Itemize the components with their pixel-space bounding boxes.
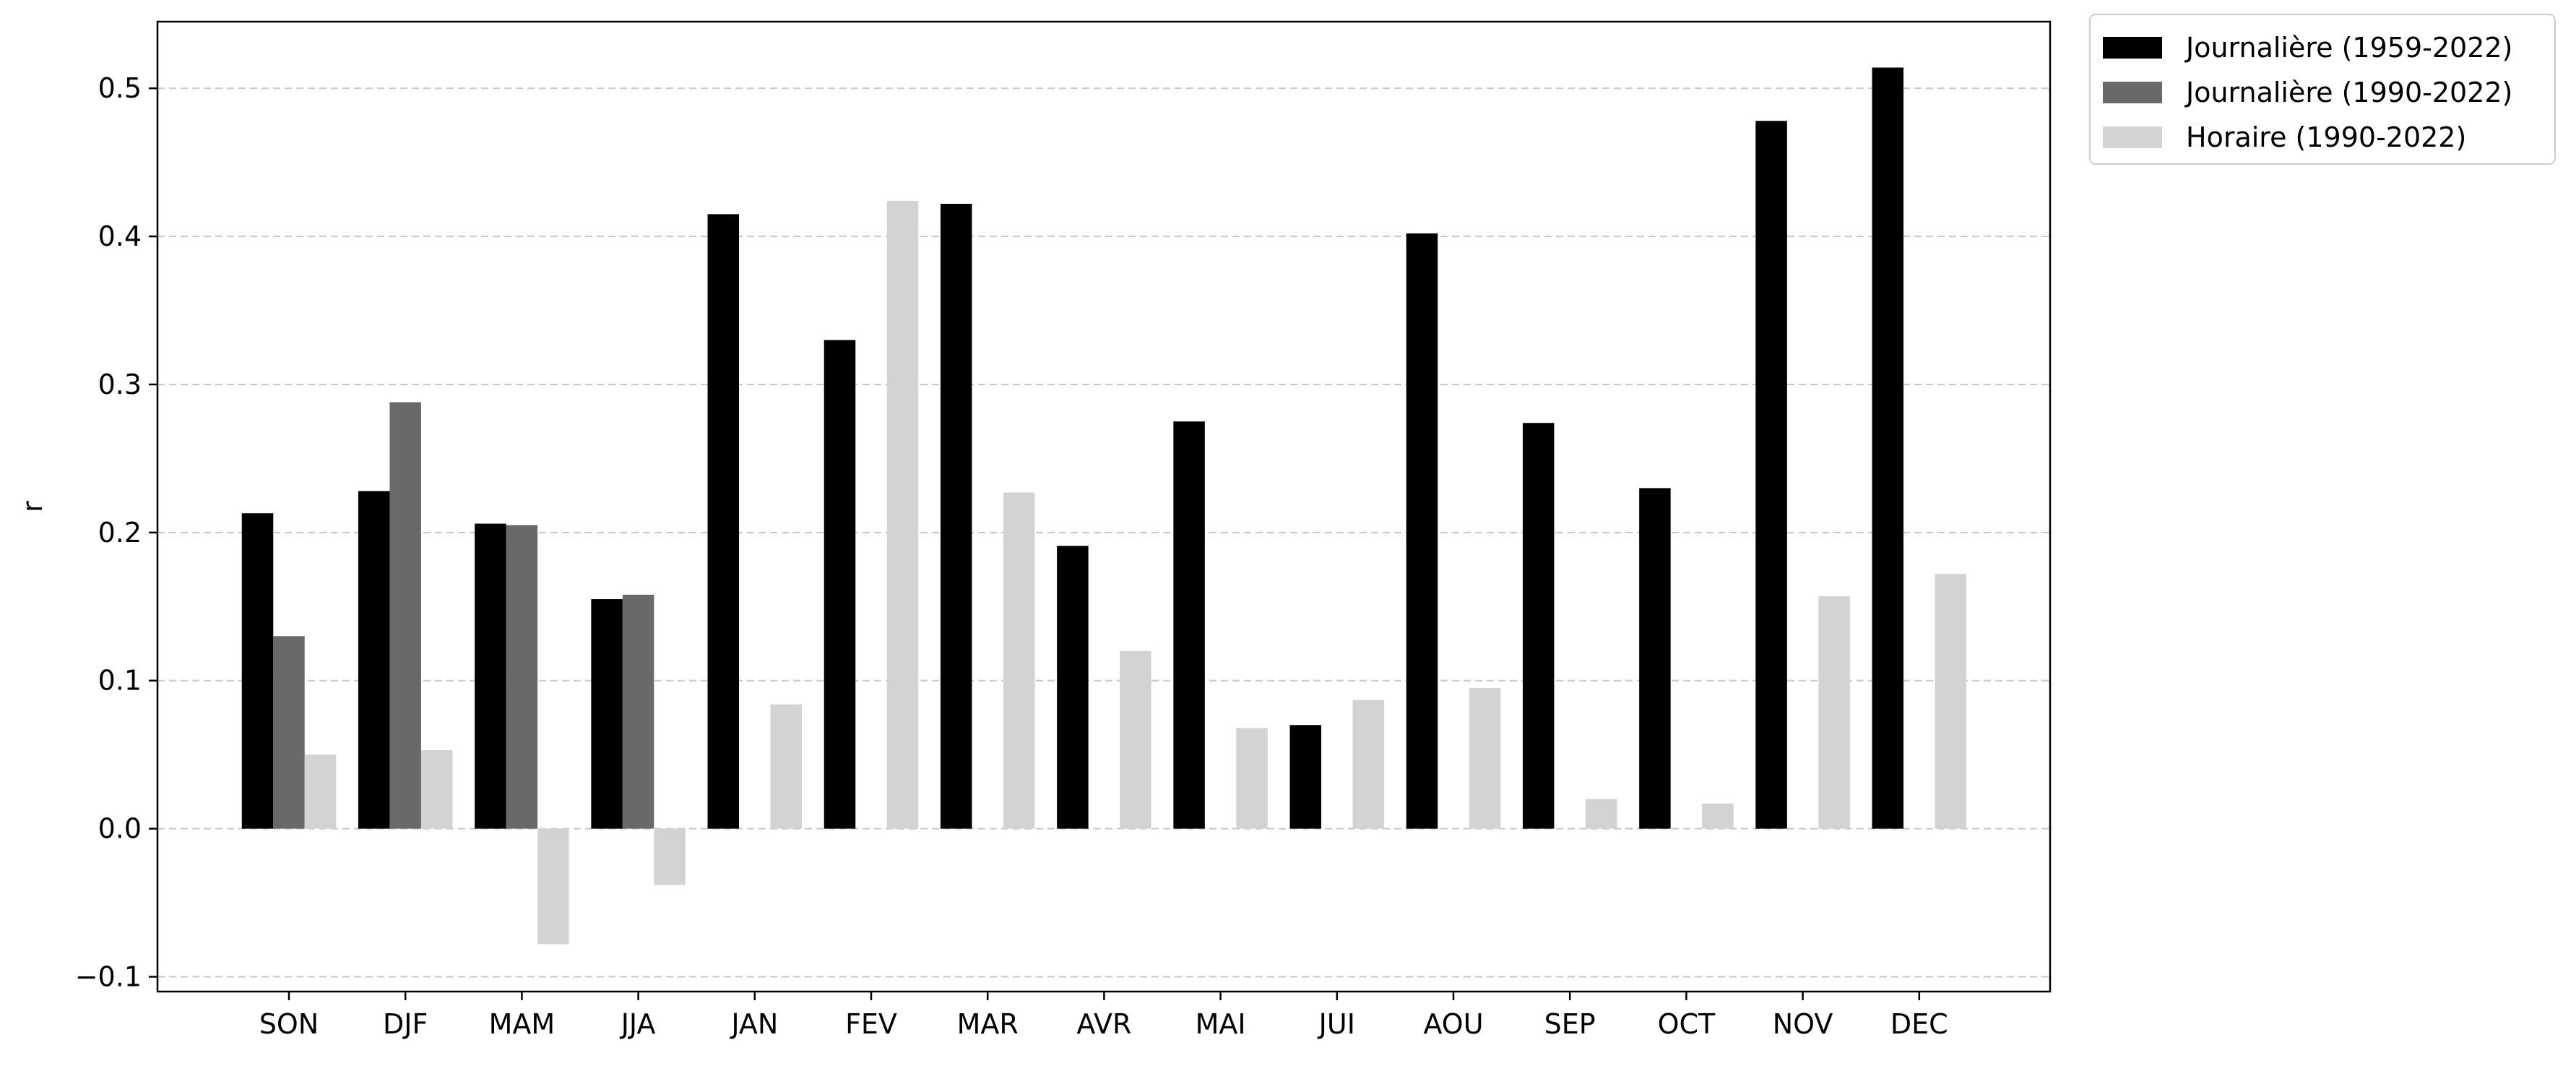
bar (1057, 546, 1089, 829)
bar (1702, 803, 1734, 829)
legend-swatch (2103, 82, 2162, 103)
bar (824, 340, 856, 829)
x-tick-label: FEV (845, 1008, 897, 1040)
legend-box (2089, 14, 2556, 165)
bar (389, 402, 421, 829)
bar (1935, 574, 1967, 829)
bar (1236, 728, 1268, 829)
legend-label: Journalière (1990-2022) (2184, 77, 2512, 108)
bar (1120, 650, 1151, 829)
bar (241, 513, 274, 829)
legend-swatch (2103, 126, 2162, 148)
bar (940, 204, 972, 829)
y-tick-label: −0.1 (75, 961, 142, 993)
x-tick-label: SEP (1544, 1008, 1596, 1040)
y-tick-label: 0.0 (98, 813, 142, 845)
bar (591, 599, 623, 829)
y-axis: −0.1 0.0 0.1 0.2 0.3 0.4 0.5 (75, 72, 157, 993)
y-tick-label: 0.2 (98, 517, 142, 549)
y-tick-label: 0.1 (98, 665, 142, 697)
x-tick-label: MAR (957, 1008, 1019, 1040)
grid-lines (157, 87, 2050, 978)
bar (506, 525, 538, 829)
x-tick-label: MAI (1196, 1008, 1246, 1040)
bar (1872, 67, 1904, 829)
bar (420, 750, 453, 829)
y-tick-label: 0.5 (98, 72, 142, 104)
x-tick-label: AOU (1423, 1008, 1483, 1040)
bar (537, 828, 569, 945)
bar (707, 214, 740, 829)
bar (1289, 725, 1322, 829)
bars (241, 67, 1967, 945)
x-tick-label: DEC (1890, 1008, 1948, 1040)
y-tick-label: 0.4 (98, 220, 142, 252)
y-tick-label: 0.3 (98, 369, 142, 400)
legend-swatch (2103, 37, 2162, 59)
bar (273, 636, 305, 829)
bar (1818, 596, 1850, 829)
x-tick-label: AVR (1076, 1008, 1131, 1040)
bar (1585, 799, 1617, 829)
bar (1003, 492, 1035, 829)
bar (886, 200, 919, 829)
y-axis-label: r (17, 501, 48, 512)
x-tick-label: NOV (1773, 1008, 1833, 1040)
bar (1639, 488, 1671, 829)
x-tick-label: MAM (489, 1008, 556, 1040)
bar (304, 755, 337, 829)
bar (1406, 233, 1438, 829)
x-tick-label: OCT (1658, 1008, 1716, 1040)
legend-label: Horaire (1990-2022) (2186, 121, 2466, 153)
bar (358, 491, 390, 829)
x-axis: SON DJF MAM JJA JAN FEV MAR AVR MAI JUI AOU SEP OCT N… (259, 992, 1948, 1040)
x-tick-label: JJA (620, 1008, 656, 1040)
bar (1173, 421, 1205, 829)
bar (1352, 700, 1385, 829)
bar (1522, 423, 1555, 829)
x-tick-label: SON (259, 1008, 319, 1040)
bar (475, 523, 506, 829)
bar (622, 594, 654, 829)
legend: Journalière (1959-2022) Journalière (1990… (2089, 14, 2556, 165)
x-tick-label: JAN (730, 1008, 778, 1040)
legend-label: Journalière (1959-2022) (2184, 32, 2512, 64)
bar (654, 828, 686, 885)
x-tick-label: JUI (1318, 1008, 1355, 1040)
bar (1755, 121, 1787, 829)
bar (770, 704, 803, 829)
bar (1469, 687, 1501, 829)
x-tick-label: DJF (383, 1008, 428, 1040)
